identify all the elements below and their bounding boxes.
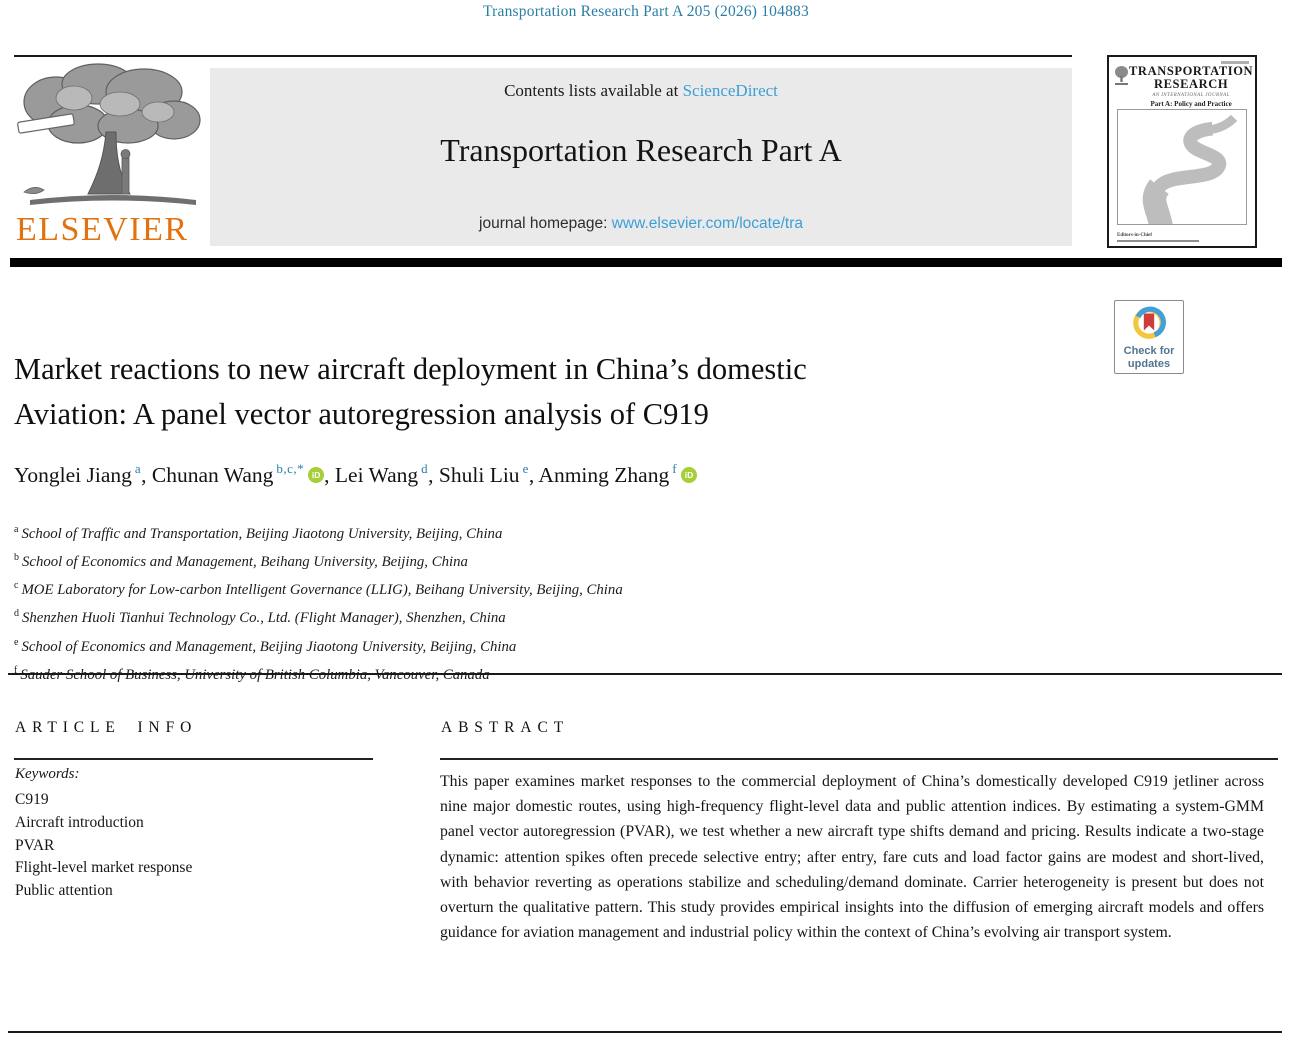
contents-line: Contents lists available at ScienceDirec…	[210, 68, 1072, 101]
article-title-line2: Aviation: A panel vector autoregression …	[14, 397, 709, 431]
affiliation-sup: a	[14, 524, 19, 535]
article-title: Market reactions to new aircraft deploym…	[14, 347, 1094, 437]
affiliation-line: a School of Traffic and Transportation, B…	[14, 518, 623, 546]
cover-issn-text	[1221, 61, 1249, 64]
check-for-updates-icon	[1133, 306, 1166, 339]
orcid-icon[interactable]: iD	[308, 467, 325, 483]
badge-text-line1: Check for	[1123, 345, 1175, 357]
article-info-rule	[14, 758, 373, 760]
keyword-item: C919	[15, 791, 49, 808]
journal-title: Transportation Research Part A	[440, 132, 842, 168]
masthead-band: Contents lists available at ScienceDirec…	[210, 68, 1072, 246]
cover-editors-names	[1117, 239, 1199, 242]
author-name: Lei Wang	[334, 463, 419, 487]
check-for-updates-badge[interactable]: Check for updates	[1114, 300, 1184, 374]
author-sup: b,c,*	[276, 461, 305, 476]
cover-mini-elsevier-logo	[1114, 65, 1129, 87]
cover-subtitle: AN INTERNATIONAL JOURNAL	[1152, 93, 1230, 99]
orcid-icon[interactable]: iD	[681, 467, 698, 483]
affiliation-sup: f	[14, 664, 18, 676]
masthead-divider-bar	[10, 258, 1282, 267]
journal-cover-thumbnail: TRANSPORTATION RESEARCH AN INTERNATIONAL…	[1107, 55, 1257, 248]
keyword-item: PVAR	[15, 836, 55, 854]
keyword-item: Public attention	[15, 882, 113, 900]
affiliation-text: MOE Laboratory for Low-carbon Intelligen…	[21, 582, 623, 599]
affiliation-line: b School of Economics and Management, Bei…	[14, 546, 623, 574]
sciencedirect-link[interactable]: ScienceDirect	[682, 81, 778, 100]
cover-title-line1: TRANSPORTATION	[1129, 64, 1254, 78]
abstract-text: This paper examines market responses to …	[440, 773, 1264, 942]
affiliation-line: c MOE Laboratory for Low-carbon Intellige…	[14, 574, 623, 602]
affiliation-text: School of Traffic and Transportation, Be…	[21, 525, 503, 542]
author-name: Yonglei Jiang	[14, 463, 132, 487]
author-sup: d	[421, 461, 429, 476]
author-name: Anming Zhang	[538, 463, 670, 487]
badge-text-line2: updates	[1127, 357, 1171, 370]
elsevier-wordmark: ELSEVIER	[16, 211, 189, 248]
author-list: Yonglei Jiang a, Chunan Wang b,c,* iD, Lei …	[14, 461, 1114, 488]
homepage-prefix: journal homepage:	[479, 215, 612, 232]
author-sup: e	[522, 461, 529, 476]
affiliation-text: School of Economics and Management, Beij…	[21, 638, 517, 655]
abstract-rule	[440, 758, 1278, 760]
elsevier-tree-logo	[16, 60, 208, 212]
affiliation-line: e School of Economics and Management, Bei…	[14, 631, 623, 659]
page-bottom-rule	[8, 1031, 1282, 1033]
homepage-line: journal homepage: www.elsevier.com/locat…	[210, 215, 1072, 233]
affiliation-sup: b	[14, 552, 19, 564]
section-divider-rule	[8, 673, 1282, 675]
contents-prefix: Contents lists available at	[504, 81, 683, 100]
homepage-link[interactable]: www.elsevier.com/locate/tra	[611, 215, 803, 232]
affiliation-sup: e	[14, 636, 19, 648]
author-separator: ,	[324, 463, 335, 487]
author-sup: a	[134, 461, 142, 476]
author-separator: ,	[428, 463, 439, 487]
author-separator: ,	[528, 463, 539, 487]
author-name: Chunan Wang	[151, 463, 274, 487]
cover-title-line2: RESEARCH	[1153, 77, 1229, 92]
keyword-item: Aircraft introduction	[15, 813, 144, 831]
affiliation-list: a School of Traffic and Transportation, B…	[14, 518, 623, 687]
keywords-label: Keywords:	[15, 766, 80, 782]
abstract-heading: ABSTRACT	[441, 719, 570, 736]
affiliation-text: Shenzhen Huoli Tianhui Technology Co., L…	[22, 610, 506, 627]
cover-part-line: Part A: Policy and Practice	[1150, 99, 1232, 108]
cover-editors-label: Editors-in-Chief	[1117, 233, 1152, 238]
cover-road-art	[1117, 109, 1247, 225]
journal-citation-link[interactable]: Transportation Research Part A 205 (2026…	[483, 3, 809, 20]
affiliation-text: School of Economics and Management, Beih…	[22, 554, 468, 571]
affiliation-sup: d	[14, 608, 19, 620]
keyword-item: Flight-level market response	[15, 859, 193, 877]
author-sup: f	[672, 461, 678, 476]
author-name: Shuli Liu	[438, 463, 520, 487]
affiliation-sup: c	[14, 580, 19, 592]
top-rule	[14, 55, 1072, 57]
article-info-heading: ARTICLE INFO	[15, 719, 198, 736]
author-separator: ,	[141, 463, 152, 487]
affiliation-line: d Shenzhen Huoli Tianhui Technology Co., …	[14, 602, 623, 630]
keywords-list: C919 Aircraft introduction PVAR Flight-l…	[15, 789, 192, 903]
article-title-line1: Market reactions to new aircraft deploym…	[14, 352, 807, 386]
